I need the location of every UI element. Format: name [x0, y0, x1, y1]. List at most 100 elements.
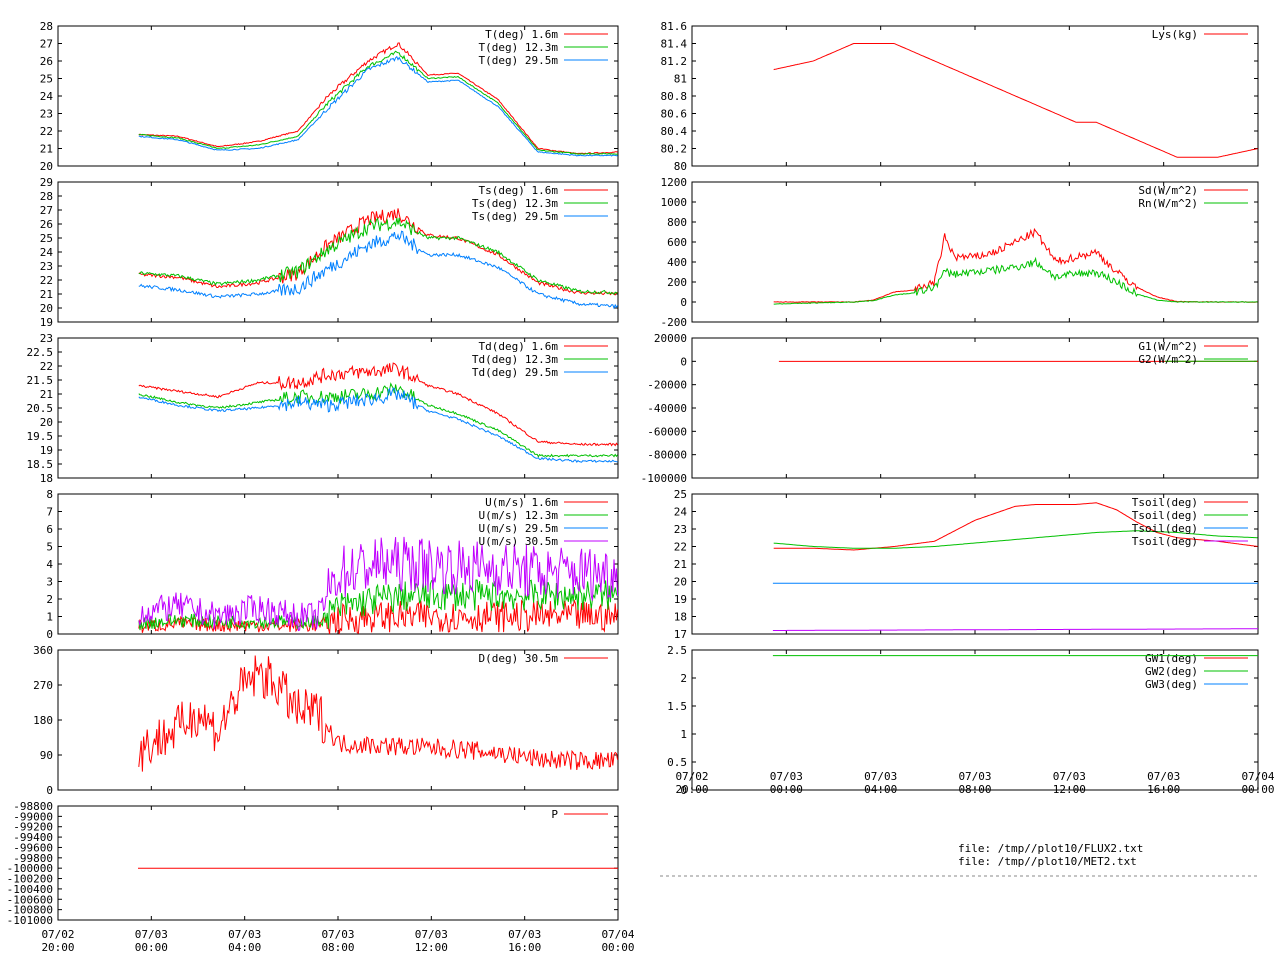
y-tick-label: 21.5 — [27, 374, 54, 387]
y-tick-label: 270 — [33, 679, 53, 692]
x-tick-date: 07/03 — [958, 770, 991, 783]
y-tick-label: 24 — [40, 246, 54, 259]
y-tick-label: 22 — [674, 541, 687, 554]
series-line-2 — [138, 50, 618, 155]
series-line-1 — [138, 655, 619, 772]
x-tick-date: 07/02 — [675, 770, 708, 783]
legend-label: U(m/s) 1.6m — [485, 496, 558, 509]
legend-label: Td(deg) 1.6m — [479, 340, 559, 353]
y-tick-label: -20000 — [647, 379, 687, 392]
chart-panel-9: -100000 -80000 -60000 -40000 -20000 0 20000 G1(… — [641, 332, 1259, 485]
x-tick-time: 00:00 — [135, 941, 168, 954]
legend-label: P — [551, 808, 558, 821]
y-tick-label: 18 — [674, 611, 687, 624]
y-tick-label: 21 — [40, 143, 53, 156]
y-tick-label: 20.5 — [27, 402, 54, 415]
y-tick-label: 22 — [40, 125, 53, 138]
y-tick-label: -98800 — [13, 800, 53, 813]
x-tick-date: 07/03 — [228, 928, 261, 941]
y-tick-label: -200 — [661, 316, 688, 329]
series-line-4 — [138, 536, 619, 632]
y-tick-label: 2 — [680, 672, 687, 685]
y-tick-label: 80.8 — [661, 90, 688, 103]
legend-label: Ts(deg) 29.5m — [472, 210, 558, 223]
x-tick-date: 07/04 — [1241, 770, 1274, 783]
x-tick-date: 07/03 — [135, 928, 168, 941]
y-tick-label: -100400 — [7, 883, 53, 896]
x-tick-time: 00:00 — [770, 783, 803, 796]
y-tick-label: 26 — [40, 218, 53, 231]
legend-label: GW3(deg) — [1145, 678, 1198, 691]
series-line-1 — [138, 599, 619, 635]
x-tick-date: 07/04 — [601, 928, 634, 941]
y-tick-label: -40000 — [647, 402, 687, 415]
y-tick-label: 24 — [674, 506, 688, 519]
x-tick-time: 00:00 — [601, 941, 634, 954]
legend-label: U(m/s) 29.5m — [479, 522, 559, 535]
series-line-2 — [773, 256, 1258, 305]
legend-label: Ts(deg) 1.6m — [479, 184, 559, 197]
y-tick-label: 360 — [33, 644, 53, 657]
y-tick-label: 6 — [46, 523, 53, 536]
series-line-2 — [773, 530, 1258, 549]
y-tick-label: 22.5 — [27, 346, 54, 359]
file-info: file: /tmp//plot10/FLUX2.txt file: /tmp/… — [660, 842, 1260, 877]
chart-panel-6: -101000-100800-100600-100400-100200-1000… — [7, 800, 619, 927]
y-tick-label: 2.5 — [667, 644, 687, 657]
y-tick-label: 200 — [667, 276, 687, 289]
y-tick-label: 80.2 — [661, 143, 688, 156]
series-line-1 — [138, 362, 619, 447]
y-tick-label: 18.5 — [27, 458, 54, 471]
series-line-1 — [138, 208, 618, 296]
series-line-4 — [772, 628, 1258, 631]
y-tick-label: 20 — [674, 576, 687, 589]
y-tick-label: 80 — [674, 160, 687, 173]
y-tick-label: -100000 — [641, 472, 687, 485]
legend-label: T(deg) 1.6m — [485, 28, 558, 41]
y-tick-label: 1200 — [661, 176, 688, 189]
y-tick-label: 0 — [46, 784, 53, 797]
plot-frame — [57, 805, 619, 921]
series-line-3 — [138, 387, 618, 463]
legend-label: Lys(kg) — [1152, 28, 1198, 41]
y-tick-label: 81.6 — [661, 20, 688, 33]
x-tick-date: 07/03 — [864, 770, 897, 783]
y-tick-label: 2 — [46, 593, 53, 606]
y-tick-label: 1 — [46, 611, 53, 624]
y-tick-label: 7 — [46, 506, 53, 519]
chart-panel-4: 0 1 2 3 4 5 6 7 8 U(m/s) 1.6mU(m/s) 12.3mU(m/s) 2… — [46, 488, 619, 641]
y-tick-label: 19 — [674, 593, 687, 606]
legend-label: Td(deg) 29.5m — [472, 366, 558, 379]
y-tick-label: -100600 — [7, 893, 53, 906]
y-tick-label: 25 — [674, 488, 687, 501]
x-tick-time: 00:00 — [1241, 783, 1274, 796]
series-line-3 — [138, 55, 618, 157]
legend-label: GW2(deg) — [1145, 665, 1198, 678]
series-line-3 — [138, 230, 619, 310]
y-tick-label: 24 — [40, 90, 54, 103]
x-axes: 07/0220:0007/0300:0007/0304:0007/0308:00… — [41, 770, 1274, 954]
x-tick-time: 04:00 — [864, 783, 897, 796]
series-line-1 — [773, 502, 1258, 551]
chart-panel-10: 171819202122232425Tsoil(deg)Tsoil(deg)Ts… — [674, 488, 1259, 641]
x-tick-time: 08:00 — [958, 783, 991, 796]
series-line-2 — [138, 579, 619, 631]
series-line-2 — [138, 382, 618, 458]
y-tick-label: 0 — [46, 628, 53, 641]
y-tick-label: 26 — [40, 55, 53, 68]
y-tick-label: 90 — [40, 749, 53, 762]
y-tick-label: 0.5 — [667, 756, 687, 769]
series-line-1 — [138, 42, 618, 155]
y-tick-label: -100800 — [7, 904, 53, 917]
x-tick-date: 07/03 — [415, 928, 448, 941]
y-tick-label: 22 — [40, 360, 53, 373]
x-tick-date: 07/03 — [1053, 770, 1086, 783]
y-tick-label: 22 — [40, 274, 53, 287]
legend-label: U(m/s) 30.5m — [479, 535, 559, 548]
chart-panel-5: 0 90 180 270 360 D(deg) 30.5m — [33, 644, 619, 797]
y-tick-label: 400 — [667, 256, 687, 269]
y-tick-label: 20 — [40, 302, 53, 315]
plot-frame — [691, 25, 1259, 167]
